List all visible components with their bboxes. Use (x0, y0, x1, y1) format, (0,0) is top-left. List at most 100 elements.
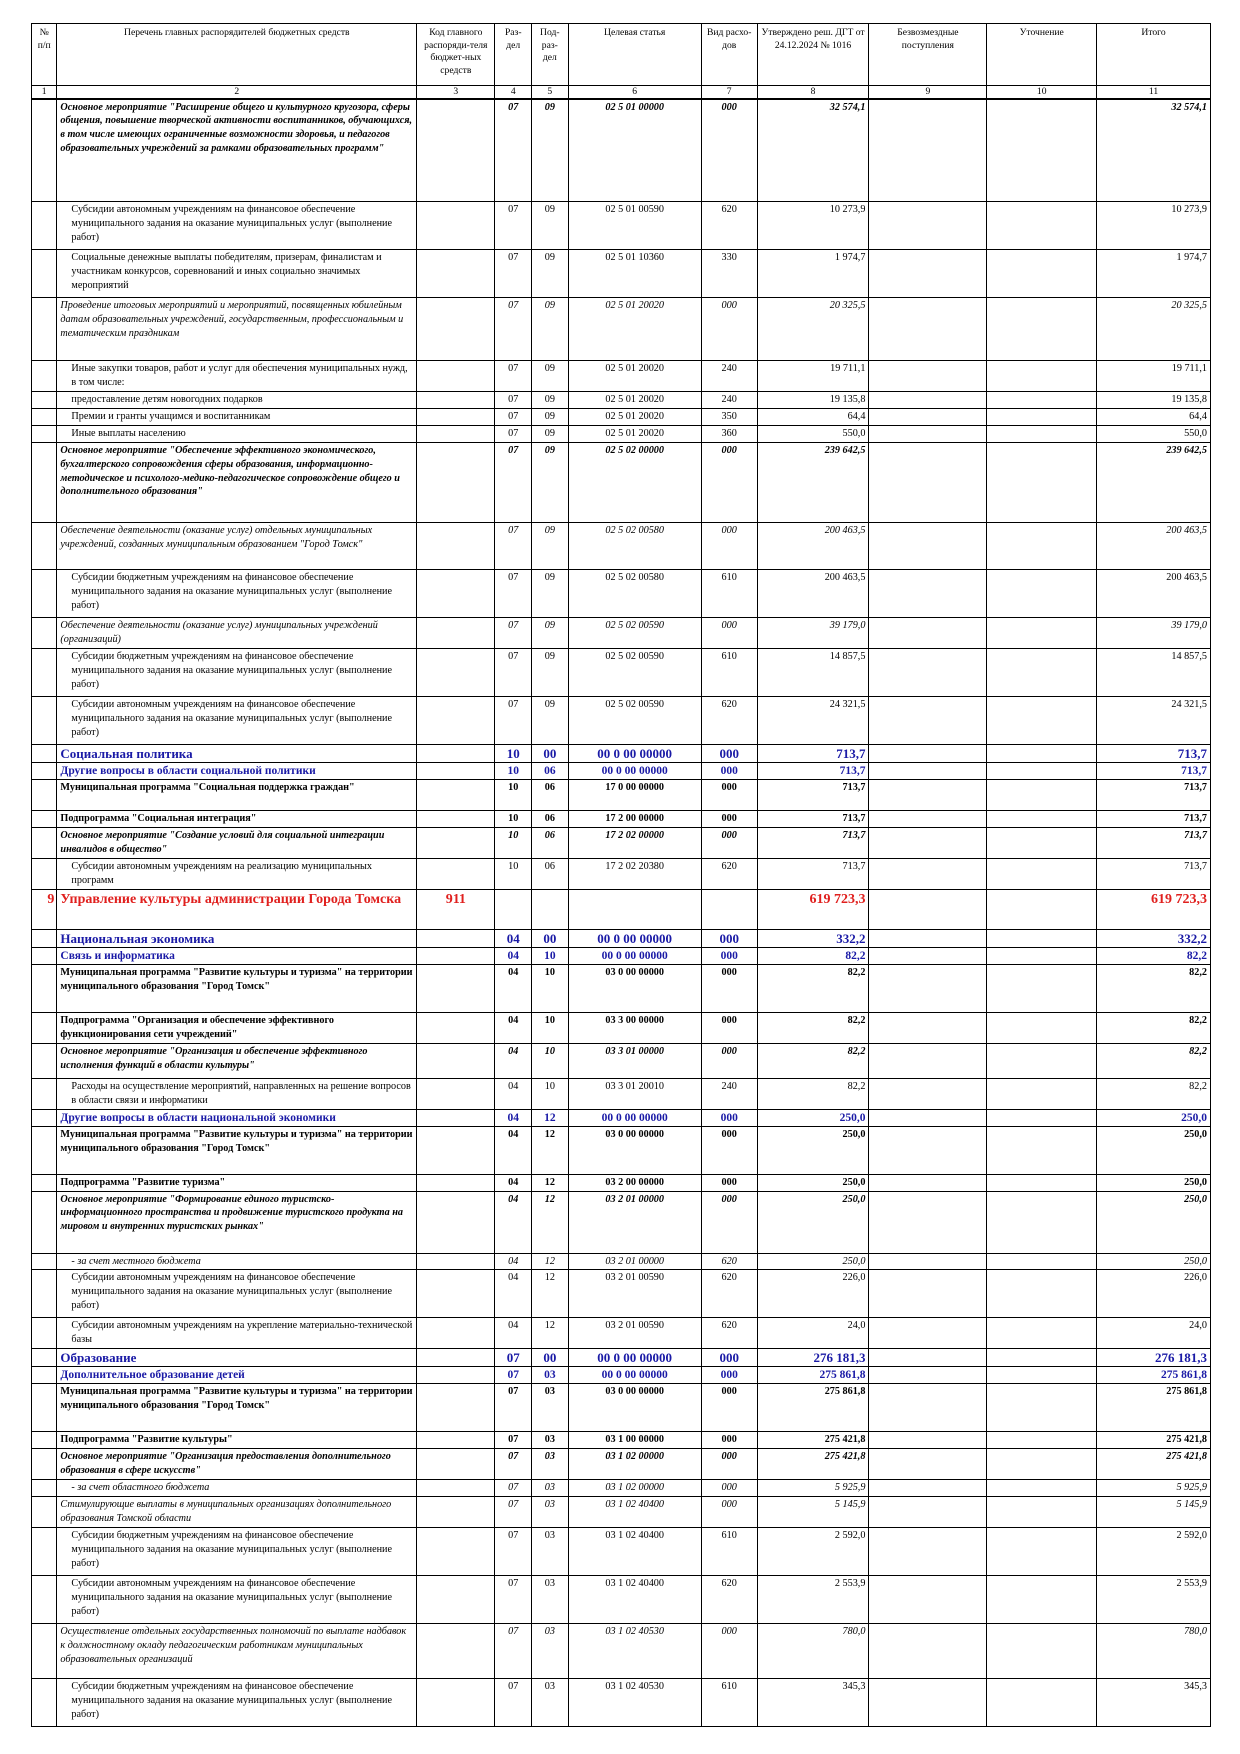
row-number (30, 857, 58, 890)
row-total-amount: 2 592,0 (1096, 1527, 1211, 1577)
row-expense-type: 360 (700, 424, 758, 443)
row-adjustment (986, 1366, 1098, 1385)
table-row: Другие вопросы в области социальной поли… (30, 761, 1211, 780)
row-adjustment (986, 1125, 1098, 1175)
header-target-article: Целевая статья (567, 23, 702, 86)
row-target-article (567, 888, 702, 930)
row-section: 07 (494, 1575, 533, 1625)
row-admin-code (416, 826, 496, 859)
row-approved-amount: 24,0 (756, 1317, 870, 1350)
row-section: 04 (494, 928, 533, 948)
row-number (30, 761, 58, 780)
row-total-amount: 250,0 (1096, 1173, 1211, 1192)
row-approved-amount: 713,7 (756, 809, 870, 828)
row-approved-amount: 275 861,8 (756, 1383, 870, 1433)
row-number (30, 1125, 58, 1175)
row-subsection: 12 (531, 1108, 569, 1127)
row-adjustment (986, 568, 1098, 618)
table-body: Основное мероприятие "Расширение общего … (30, 98, 1211, 1728)
row-admin-code (416, 743, 496, 763)
row-number (30, 1317, 58, 1350)
row-adjustment (986, 946, 1098, 965)
row-adjustment (986, 424, 1098, 443)
row-subsection: 10 (531, 1042, 569, 1079)
row-free-receipts (868, 568, 988, 618)
row-total-amount: 550,0 (1096, 424, 1211, 443)
table-row: Образование 07 00 00 0 00 00000 000 276 181,3… (30, 1348, 1211, 1368)
header-adjustment: Уточнение (986, 23, 1098, 86)
row-free-receipts (868, 1190, 988, 1254)
row-number (30, 616, 58, 649)
row-description: Осуществление отдельных государственных … (56, 1623, 418, 1680)
row-adjustment (986, 888, 1098, 930)
row-total-amount: 250,0 (1096, 1190, 1211, 1254)
row-admin-code (416, 761, 496, 780)
table-row: Социальные денежные выплаты победителям,… (30, 249, 1211, 298)
row-description: Премии и гранты учащимся и воспитанникам (56, 407, 418, 426)
colnum-10: 10 (986, 85, 1098, 100)
row-section: 04 (494, 963, 533, 1013)
row-adjustment (986, 826, 1098, 859)
row-approved-amount: 275 421,8 (756, 1448, 870, 1481)
row-approved-amount: 619 723,3 (756, 888, 870, 930)
row-admin-code (416, 1348, 496, 1368)
header-recipients: Перечень главных распорядителей бюджетны… (56, 23, 418, 86)
row-adjustment (986, 98, 1098, 202)
row-subsection: 00 (531, 743, 569, 763)
row-free-receipts (868, 888, 988, 930)
row-admin-code (416, 1496, 496, 1529)
row-approved-amount: 82,2 (756, 1011, 870, 1044)
row-admin-code (416, 616, 496, 649)
row-total-amount: 713,7 (1096, 826, 1211, 859)
row-admin-code (416, 778, 496, 811)
colnum-3: 3 (416, 85, 496, 100)
row-subsection: 09 (531, 424, 569, 443)
row-admin-code (416, 1011, 496, 1044)
row-description: Муниципальная программа "Развитие культу… (56, 963, 418, 1013)
row-expense-type: 610 (700, 1527, 758, 1577)
row-total-amount: 5 925,9 (1096, 1479, 1211, 1498)
table-row: Субсидии автономным учреждениям на финан… (30, 201, 1211, 250)
row-section: 04 (494, 1269, 533, 1319)
row-description: Проведение итоговых мероприятий и меропр… (56, 297, 418, 361)
row-number (30, 1678, 58, 1728)
row-admin-code (416, 1269, 496, 1319)
row-section: 04 (494, 946, 533, 965)
row-approved-amount: 200 463,5 (756, 568, 870, 618)
row-subsection: 12 (531, 1125, 569, 1175)
row-approved-amount: 82,2 (756, 963, 870, 1013)
row-expense-type: 000 (700, 1108, 758, 1127)
row-section: 04 (494, 1011, 533, 1044)
row-subsection: 09 (531, 695, 569, 745)
row-number (30, 424, 58, 443)
row-subsection: 03 (531, 1448, 569, 1481)
row-expense-type: 240 (700, 391, 758, 409)
row-number (30, 695, 58, 745)
row-section: 07 (494, 1366, 533, 1385)
row-total-amount: 275 421,8 (1096, 1448, 1211, 1481)
budget-table-sheet: № п/п Перечень главных распорядителей бю… (30, 23, 1211, 1728)
row-subsection: 09 (531, 616, 569, 649)
row-number (30, 297, 58, 361)
table-row: Социальная политика 10 00 00 0 00 00000 000 7… (30, 743, 1211, 763)
row-section: 07 (494, 1623, 533, 1680)
row-admin-code (416, 1383, 496, 1433)
row-target-article: 02 5 02 00590 (567, 695, 702, 745)
row-target-article: 02 5 01 10360 (567, 249, 702, 298)
table-row: Подпрограмма "Развитие туризма" 04 12 03 2 … (30, 1173, 1211, 1192)
row-expense-type: 610 (700, 647, 758, 697)
row-admin-code (416, 1173, 496, 1192)
row-subsection: 09 (531, 441, 569, 523)
row-section: 07 (494, 1678, 533, 1728)
row-admin-code (416, 1252, 496, 1271)
row-target-article: 02 5 02 00000 (567, 441, 702, 523)
row-subsection: 03 (531, 1496, 569, 1529)
row-expense-type: 620 (700, 1317, 758, 1350)
row-approved-amount: 19 135,8 (756, 391, 870, 409)
row-number (30, 1623, 58, 1680)
table-row: Субсидии бюджетным учреждениям на финанс… (30, 568, 1211, 618)
row-total-amount: 10 273,9 (1096, 201, 1211, 250)
row-admin-code (416, 249, 496, 298)
row-description: Национальная экономика (56, 928, 418, 948)
row-section: 10 (494, 857, 533, 890)
